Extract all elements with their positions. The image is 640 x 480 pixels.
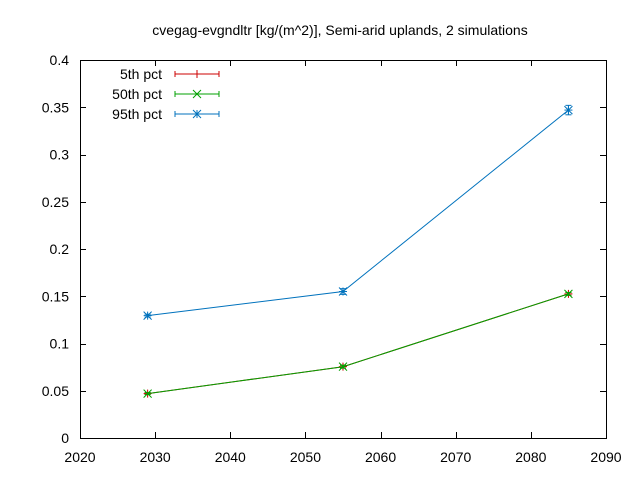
legend-marker — [192, 109, 202, 119]
y-tick-label: 0.2 — [50, 241, 70, 257]
marker-stroke — [564, 105, 573, 115]
chart-title: cvegag-evgndltr [kg/(m^2)], Semi-arid up… — [152, 22, 527, 38]
marker-stroke — [143, 311, 152, 320]
marker-stroke — [143, 389, 152, 398]
x-tick-label: 2060 — [365, 449, 396, 465]
legend-marker — [193, 70, 201, 78]
series-line — [147, 293, 569, 395]
data-point — [143, 311, 152, 320]
series-layer — [143, 104, 573, 398]
data-point — [564, 105, 573, 115]
marker-stroke — [338, 362, 348, 372]
data-point — [338, 287, 348, 296]
series-line — [147, 293, 569, 395]
legend-label: 50th pct — [112, 86, 162, 102]
marker-stroke — [338, 287, 348, 296]
legend-item-5th-pct: 5th pct — [120, 66, 220, 82]
data-point — [564, 289, 573, 299]
y-tick-label: 0.3 — [50, 147, 70, 163]
data-point — [338, 362, 348, 372]
data-point — [143, 389, 152, 398]
y-tick-label: 0.25 — [42, 194, 69, 210]
x-tick-label: 2080 — [515, 449, 546, 465]
x-tick-label: 2030 — [140, 449, 171, 465]
series-50th-pct — [143, 289, 573, 398]
series-5th-pct — [143, 289, 573, 398]
x-tick-label: 2040 — [215, 449, 246, 465]
legend-item-95th-pct: 95th pct — [112, 106, 220, 122]
marker-stroke — [192, 109, 202, 119]
marker-stroke — [564, 289, 573, 299]
legend-item-50th-pct: 50th pct — [112, 86, 220, 102]
legend-label: 95th pct — [112, 106, 162, 122]
series-line — [147, 109, 569, 317]
y-tick-label: 0.35 — [42, 99, 69, 115]
y-tick-label: 0.05 — [42, 383, 69, 399]
x-tick-label: 2050 — [290, 449, 321, 465]
axis-ticks: 2020 2030 2040 2050 2060 2070 2080 2090 0 0.05 0.1… — [42, 52, 622, 465]
legend-marker — [192, 89, 202, 99]
legend: 5th pct 50th pct 95th pct — [112, 66, 220, 122]
x-tick-label: 2090 — [590, 449, 621, 465]
y-tick-label: 0.1 — [50, 336, 70, 352]
series-95th-pct — [143, 104, 573, 320]
x-tick-label: 2070 — [440, 449, 471, 465]
marker-stroke — [192, 89, 202, 99]
y-tick-label: 0 — [61, 430, 69, 446]
y-tick-label: 0.4 — [50, 52, 70, 68]
legend-label: 5th pct — [120, 66, 162, 82]
y-tick-label: 0.15 — [42, 288, 69, 304]
x-tick-label: 2020 — [64, 449, 95, 465]
